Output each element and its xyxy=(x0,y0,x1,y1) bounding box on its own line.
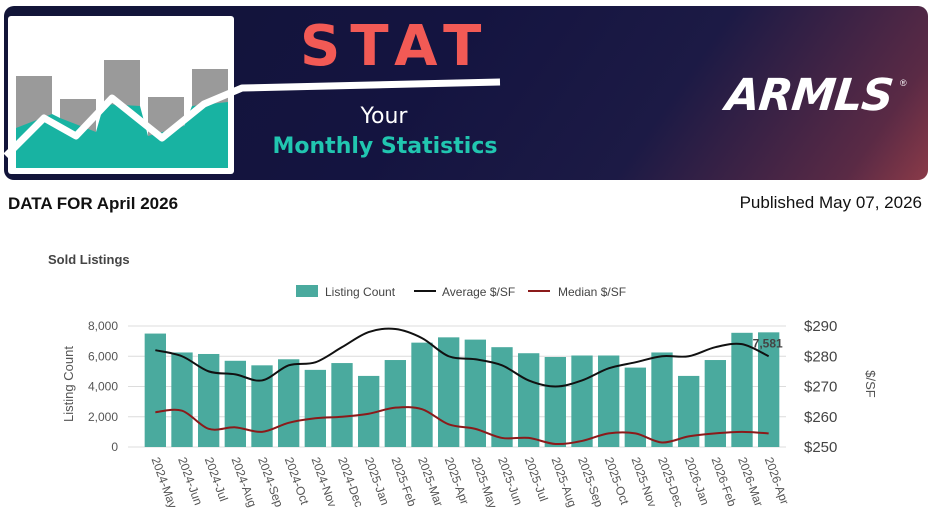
bar xyxy=(251,365,273,447)
legend-swatch-listing-count xyxy=(296,285,318,297)
armls-logo: ARMLS xyxy=(723,70,896,121)
banner-title: STAT xyxy=(300,14,492,79)
bar xyxy=(704,360,726,447)
bar xyxy=(624,367,646,447)
published-date: Published May 07, 2026 xyxy=(739,193,922,212)
median-psf-line xyxy=(155,406,769,446)
x-tick-label: 2025-Jun xyxy=(495,455,525,507)
bar xyxy=(598,355,620,447)
x-tick-label: 2025-Nov xyxy=(629,455,660,509)
line-series xyxy=(155,327,770,446)
x-tick-label: 2024-Dec xyxy=(335,455,366,509)
y-tick-left: 2,000 xyxy=(88,410,118,424)
bar xyxy=(224,360,246,447)
bar xyxy=(678,375,700,447)
x-tick-label: 2026-Jan xyxy=(682,455,712,507)
x-tick-label: 2025-Apr xyxy=(442,455,472,506)
y-tick-left: 8,000 xyxy=(88,319,118,333)
x-tick-label: 2026-Apr xyxy=(762,455,792,506)
x-tick-label: 2025-Mar xyxy=(415,455,446,508)
registered-mark: ® xyxy=(900,78,907,88)
bar xyxy=(384,360,406,447)
banner-subtitle-line1: Your xyxy=(360,104,408,129)
bar xyxy=(758,332,780,447)
bar xyxy=(331,363,353,447)
x-tick-label: 2024-Jun xyxy=(175,455,205,507)
bar xyxy=(571,355,593,447)
x-tick-label: 2025-Aug xyxy=(549,455,580,509)
legend-label-average: Average $/SF xyxy=(442,285,515,299)
average-psf-line xyxy=(155,327,770,388)
y-tick-left: 6,000 xyxy=(88,349,118,363)
bar xyxy=(304,369,326,447)
x-tick-label: 2025-Jan xyxy=(362,455,392,507)
bar xyxy=(651,352,673,447)
y-axis-left-title: Listing Count xyxy=(61,346,76,422)
x-axis: 2024-May2024-Jun2024-Jul2024-Aug2024-Sep… xyxy=(149,455,792,510)
bar xyxy=(144,333,166,447)
y-axis-left: 0 2,000 4,000 6,000 8,000 xyxy=(88,319,118,454)
y-tick-right: $270 xyxy=(804,379,837,396)
header-banner: STAT Your Monthly Statistics ARMLS ® xyxy=(4,6,928,180)
bar xyxy=(358,375,380,447)
chart-legend: Listing Count Average $/SF Median $/SF xyxy=(296,285,626,299)
x-tick-label: 2024-Oct xyxy=(282,455,312,507)
bar xyxy=(518,353,540,447)
x-tick-label: 2025-Sep xyxy=(575,455,606,509)
y-tick-left: 4,000 xyxy=(88,380,118,394)
y-tick-right: $260 xyxy=(804,409,837,426)
x-tick-label: 2024-Sep xyxy=(255,455,286,509)
bar xyxy=(171,352,193,447)
bar xyxy=(411,342,433,447)
chart-graphic-icon xyxy=(4,16,501,174)
x-tick-label: 2025-Dec xyxy=(655,455,686,509)
y-tick-right: $280 xyxy=(804,348,837,365)
bar xyxy=(464,339,486,447)
x-tick-label: 2024-Aug xyxy=(229,455,260,509)
legend-label-median: Median $/SF xyxy=(558,285,626,299)
bar xyxy=(278,359,300,447)
x-tick-label: 2024-May xyxy=(149,455,180,510)
bar xyxy=(731,332,753,447)
x-tick-label: 2025-Feb xyxy=(389,455,420,508)
legend-label-listing-count: Listing Count xyxy=(325,285,396,299)
x-tick-label: 2025-Oct xyxy=(602,455,632,507)
x-tick-label: 2025-May xyxy=(469,455,500,510)
x-tick-label: 2024-Jul xyxy=(202,455,231,503)
sold-listings-chart: Listing Count Average $/SF Median $/SF 0… xyxy=(61,285,878,510)
y-tick-right: $250 xyxy=(804,439,837,456)
x-tick-label: 2025-Jul xyxy=(522,455,551,503)
bar xyxy=(491,347,513,447)
y-axis-right: $250 $260 $270 $280 $290 xyxy=(804,318,837,456)
y-tick-right: $290 xyxy=(804,318,837,335)
x-tick-label: 2026-Feb xyxy=(709,455,740,508)
x-tick-label: 2026-Mar xyxy=(735,455,766,508)
bar xyxy=(438,337,460,447)
x-tick-label: 2024-Nov xyxy=(309,455,340,509)
y-tick-left: 0 xyxy=(111,440,118,454)
bar xyxy=(198,353,220,447)
data-label-last: 7,581 xyxy=(753,336,783,350)
y-axis-right-title: $/SF xyxy=(863,370,878,398)
bar xyxy=(544,357,566,447)
data-period-label: DATA FOR April 2026 xyxy=(8,194,179,213)
bar-series xyxy=(144,332,780,447)
chart-title: Sold Listings xyxy=(48,252,130,267)
banner-subtitle-line2: Monthly Statistics xyxy=(272,134,498,159)
